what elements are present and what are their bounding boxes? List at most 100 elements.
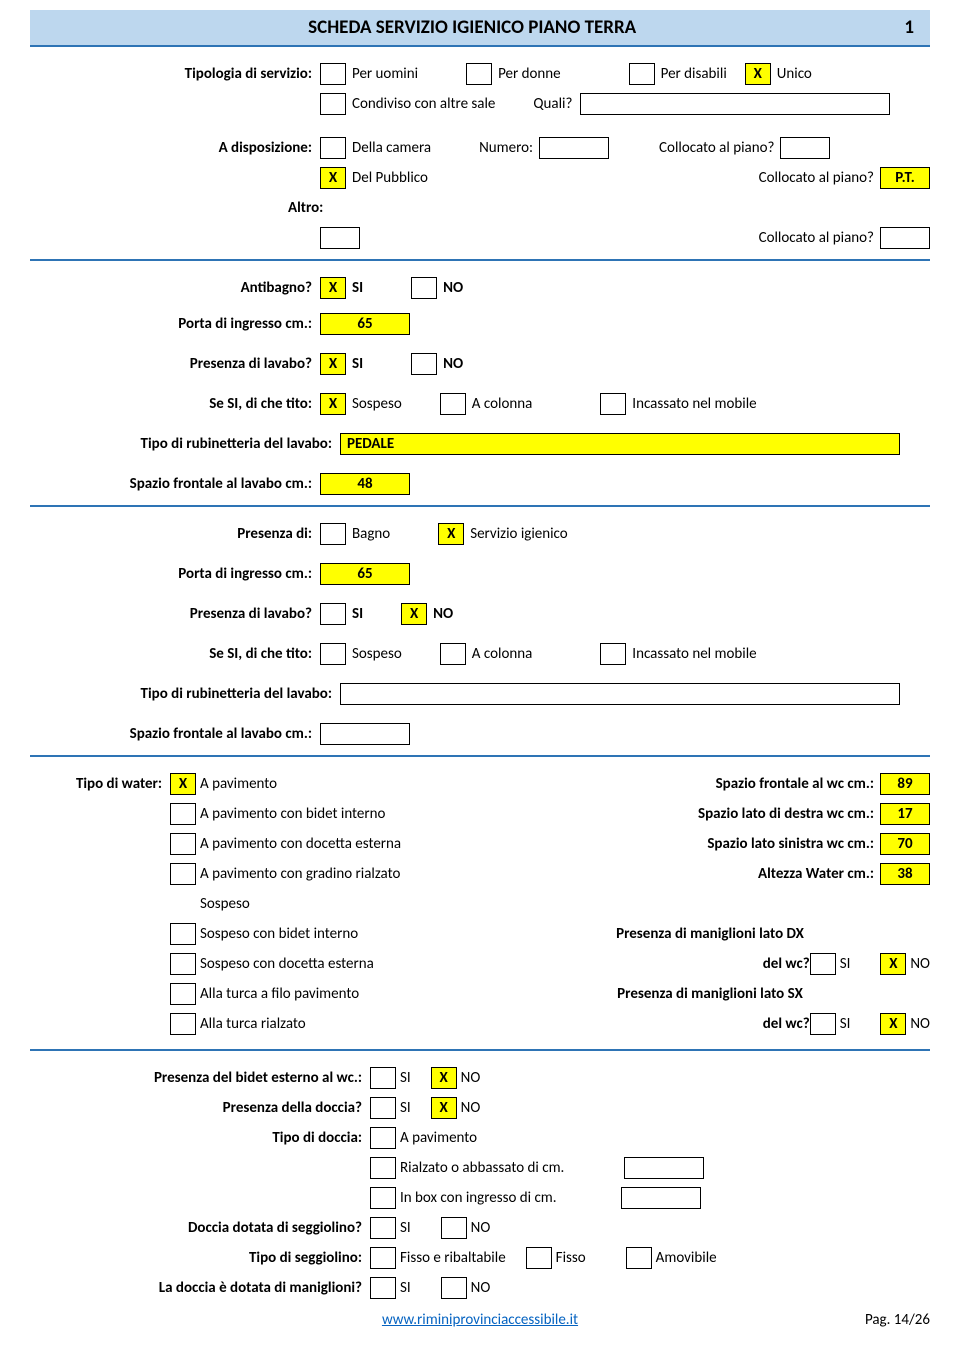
checkbox-condiviso[interactable] [320, 93, 346, 115]
antibagno-si-cb[interactable]: X [320, 277, 346, 299]
porta1-value[interactable]: 65 [320, 313, 410, 335]
divider [30, 259, 930, 261]
tito1-label: Se SI, di che tito: [30, 395, 320, 413]
water-opt4: Sospeso [200, 895, 250, 913]
mandx-si-cb[interactable] [810, 953, 836, 975]
lavabo2-si: SI [352, 605, 363, 623]
altro-input[interactable] [320, 227, 360, 249]
water-opt2-cb[interactable] [170, 833, 196, 855]
doccia-pav: A pavimento [400, 1129, 477, 1147]
presenza-bagno-cb[interactable] [320, 523, 346, 545]
tito2-incassato-cb[interactable] [600, 643, 626, 665]
spazio2-label: Spazio frontale al lavabo cm.: [30, 725, 320, 743]
quali-label: Quali? [533, 95, 572, 113]
antibagno-no-cb[interactable] [411, 277, 437, 299]
water-opt3-cb[interactable] [170, 863, 196, 885]
segg-si-cb[interactable] [370, 1217, 396, 1239]
antibagno-no: NO [443, 279, 463, 297]
checkbox-pubblico[interactable]: X [320, 167, 346, 189]
checkbox-camera[interactable] [320, 137, 346, 159]
lavabo2-label: Presenza di lavabo? [30, 605, 320, 623]
collocato1-input[interactable] [780, 137, 830, 159]
rub2-input[interactable] [340, 683, 900, 705]
collocato2-value[interactable]: P.T. [880, 167, 930, 189]
water-opt7-cb[interactable] [170, 983, 196, 1005]
doccia-no-cb[interactable]: X [431, 1097, 457, 1119]
tipodoccia-label: Tipo di doccia: [30, 1129, 370, 1147]
presenza-igienico: Servizio igienico [470, 525, 567, 543]
segg-fisso-cb[interactable] [526, 1247, 552, 1269]
footer-link[interactable]: www.riminiprovinciaccessibile.it [130, 1311, 830, 1329]
collocato3-input[interactable] [880, 227, 930, 249]
spazio1-value[interactable]: 48 [320, 473, 410, 495]
doccia-si-cb[interactable] [370, 1097, 396, 1119]
checkbox-uomini[interactable] [320, 63, 346, 85]
mansx-no-cb[interactable]: X [880, 1013, 906, 1035]
numero-input[interactable] [539, 137, 609, 159]
water-opt5-cb[interactable] [170, 923, 196, 945]
tito2-incassato: Incassato nel mobile [632, 645, 756, 663]
segg-no-cb[interactable] [441, 1217, 467, 1239]
altezza-label: Altezza Water cm.: [490, 865, 874, 883]
opt-camera: Della camera [352, 139, 431, 157]
tito1-incassato-cb[interactable] [600, 393, 626, 415]
doccia-pav-cb[interactable] [370, 1127, 396, 1149]
water-opt8-cb[interactable] [170, 1013, 196, 1035]
porta1-label: Porta di ingresso cm.: [30, 315, 320, 333]
frontale-value[interactable]: 89 [880, 773, 930, 795]
mandx-no-cb[interactable]: X [880, 953, 906, 975]
man-no: NO [471, 1279, 491, 1297]
water-opt6: Sospeso con docetta esterna [200, 955, 374, 973]
segg-si: SI [400, 1219, 411, 1237]
collocato2-label: Collocato al piano? [759, 169, 874, 187]
mandx-no: NO [910, 955, 930, 973]
page-number-top: 1 [904, 16, 920, 39]
antibagno-label: Antibagno? [30, 279, 320, 297]
water-opt1-cb[interactable] [170, 803, 196, 825]
spazio1-label: Spazio frontale al lavabo cm.: [30, 475, 320, 493]
man-no-cb[interactable] [441, 1277, 467, 1299]
bidet-label: Presenza del bidet esterno al wc.: [30, 1069, 370, 1087]
water-opt0-cb[interactable]: X [170, 773, 196, 795]
doccia-box-cb[interactable] [370, 1187, 396, 1209]
bidet-si-cb[interactable] [370, 1067, 396, 1089]
water-opt6-cb[interactable] [170, 953, 196, 975]
segg-amov-cb[interactable] [626, 1247, 652, 1269]
divider [30, 505, 930, 507]
man-si-cb[interactable] [370, 1277, 396, 1299]
checkbox-unico[interactable]: X [745, 63, 771, 85]
lavabo2-no-cb[interactable]: X [401, 603, 427, 625]
lavabo1-no-cb[interactable] [411, 353, 437, 375]
delwc1-label: del wc? [490, 955, 810, 973]
page-title: SCHEDA SERVIZIO IGIENICO PIANO TERRA [40, 16, 904, 39]
segg-fissorib-cb[interactable] [370, 1247, 396, 1269]
spazio2-input[interactable] [320, 723, 410, 745]
seggiolino-label: Doccia dotata di seggiolino? [30, 1219, 370, 1237]
altezza-value[interactable]: 38 [880, 863, 930, 885]
checkbox-disabili[interactable] [629, 63, 655, 85]
opt-unico: Unico [777, 65, 812, 83]
tito2-sospeso-cb[interactable] [320, 643, 346, 665]
doccia-rialz-input[interactable] [624, 1157, 704, 1179]
lavabo2-si-cb[interactable] [320, 603, 346, 625]
altro-label: Altro: [30, 199, 320, 217]
rub1-value[interactable]: PEDALE [340, 433, 900, 455]
porta2-value[interactable]: 65 [320, 563, 410, 585]
bidet-no-cb[interactable]: X [431, 1067, 457, 1089]
presenza-igienico-cb[interactable]: X [438, 523, 464, 545]
quali-input[interactable] [580, 93, 890, 115]
checkbox-donne[interactable] [466, 63, 492, 85]
mansx-si-cb[interactable] [810, 1013, 836, 1035]
maniglioni-label: La doccia è dotata di maniglioni? [30, 1279, 370, 1297]
doccia-rialz: Rialzato o abbassato di cm. [400, 1159, 564, 1177]
doccia-rialz-cb[interactable] [370, 1157, 396, 1179]
destra-value[interactable]: 17 [880, 803, 930, 825]
doccia-box-input[interactable] [621, 1187, 701, 1209]
mandx-label: Presenza di maniglioni lato DX [490, 925, 930, 943]
lavabo1-si-cb[interactable]: X [320, 353, 346, 375]
tito1-colonna-cb[interactable] [440, 393, 466, 415]
water-opt8: Alla turca rialzato [200, 1015, 306, 1033]
tito2-colonna-cb[interactable] [440, 643, 466, 665]
sinistra-value[interactable]: 70 [880, 833, 930, 855]
tito1-sospeso-cb[interactable]: X [320, 393, 346, 415]
